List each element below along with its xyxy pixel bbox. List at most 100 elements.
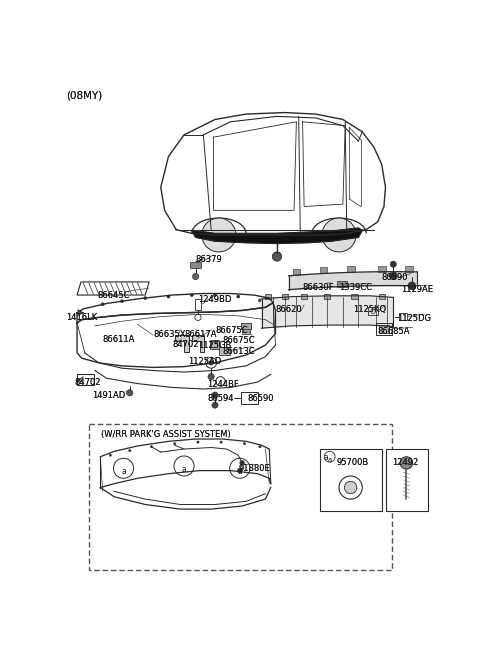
Circle shape <box>167 295 170 298</box>
Text: 1125AD: 1125AD <box>188 357 221 366</box>
Bar <box>240 323 252 329</box>
Text: 86635X: 86635X <box>153 330 185 339</box>
Text: 86630F: 86630F <box>302 283 334 293</box>
Circle shape <box>101 303 104 306</box>
Text: (08MY): (08MY) <box>66 90 102 100</box>
Bar <box>219 348 230 355</box>
Text: 86594: 86594 <box>207 394 234 402</box>
Text: 86594: 86594 <box>207 394 234 402</box>
Bar <box>211 341 217 348</box>
Circle shape <box>240 461 244 465</box>
Circle shape <box>238 468 242 473</box>
Text: 86617A: 86617A <box>184 330 216 339</box>
Circle shape <box>237 295 240 298</box>
Bar <box>379 293 385 299</box>
Text: 95700B: 95700B <box>336 458 369 467</box>
Text: 86590: 86590 <box>382 273 408 283</box>
Bar <box>282 293 288 299</box>
Text: 86617A: 86617A <box>184 330 216 339</box>
Text: 86630F: 86630F <box>302 283 334 293</box>
Bar <box>378 265 385 271</box>
Circle shape <box>192 273 199 279</box>
Bar <box>369 307 378 315</box>
Text: 86379: 86379 <box>196 255 222 264</box>
Bar <box>210 340 219 349</box>
Circle shape <box>190 293 193 297</box>
Bar <box>190 262 201 268</box>
Text: 1129AE: 1129AE <box>401 285 433 294</box>
Circle shape <box>120 300 123 303</box>
Polygon shape <box>192 335 204 352</box>
Text: 1244BF: 1244BF <box>207 380 239 389</box>
Circle shape <box>214 293 216 297</box>
Bar <box>240 392 258 404</box>
Circle shape <box>220 441 222 444</box>
Text: 12492: 12492 <box>392 458 418 467</box>
Polygon shape <box>192 228 362 244</box>
Text: 95700B: 95700B <box>336 458 369 467</box>
Text: 1339CC: 1339CC <box>339 283 372 293</box>
Bar <box>399 312 407 320</box>
Bar <box>351 293 358 299</box>
Circle shape <box>258 299 262 302</box>
Text: 1125KQ: 1125KQ <box>353 305 386 314</box>
Bar <box>264 293 271 299</box>
Text: a: a <box>327 457 332 463</box>
Text: 1416LK: 1416LK <box>66 312 97 322</box>
Text: 1249BD: 1249BD <box>198 295 231 304</box>
Bar <box>320 449 382 510</box>
Polygon shape <box>262 296 393 328</box>
Text: 86620: 86620 <box>276 305 302 314</box>
Text: 1491AD: 1491AD <box>93 391 126 401</box>
Text: 86675C: 86675C <box>215 326 248 335</box>
Bar <box>77 374 94 385</box>
Text: 86590: 86590 <box>248 394 274 402</box>
Bar <box>379 325 389 333</box>
Circle shape <box>408 282 416 290</box>
Text: 84702: 84702 <box>74 378 100 387</box>
Circle shape <box>150 446 153 448</box>
Circle shape <box>109 454 111 456</box>
Circle shape <box>345 481 357 494</box>
Circle shape <box>144 297 147 300</box>
Text: 91880E: 91880E <box>238 465 270 473</box>
Circle shape <box>174 442 176 445</box>
Text: 86379: 86379 <box>196 255 222 264</box>
Text: 12492: 12492 <box>392 458 418 467</box>
Bar <box>301 293 307 299</box>
Circle shape <box>202 218 236 252</box>
Bar <box>405 265 413 272</box>
Bar <box>292 269 300 275</box>
Text: 86635X: 86635X <box>153 330 185 339</box>
Text: 1125DG: 1125DG <box>397 314 431 323</box>
Text: 86590: 86590 <box>382 273 408 283</box>
Text: 86685A: 86685A <box>378 328 410 336</box>
Text: 91880E: 91880E <box>238 465 270 473</box>
Text: a: a <box>324 453 328 462</box>
Circle shape <box>208 373 214 380</box>
Text: 86613C: 86613C <box>223 347 255 355</box>
Text: a: a <box>238 467 242 476</box>
Text: 86675C: 86675C <box>223 336 255 345</box>
Bar <box>320 267 327 273</box>
Bar <box>385 449 428 510</box>
Text: 1491AD: 1491AD <box>93 391 126 401</box>
Text: 84702: 84702 <box>74 378 100 387</box>
Text: 86613C: 86613C <box>223 347 255 355</box>
Text: 86645C: 86645C <box>97 291 130 300</box>
Text: 1244BF: 1244BF <box>207 380 239 389</box>
Text: 86685A: 86685A <box>378 328 410 336</box>
Bar <box>324 293 330 299</box>
Circle shape <box>322 218 356 252</box>
Circle shape <box>212 392 218 399</box>
Text: 1125GB: 1125GB <box>198 341 231 350</box>
Text: 86611A: 86611A <box>103 335 135 344</box>
Circle shape <box>129 449 131 451</box>
Text: 1339CC: 1339CC <box>339 283 372 293</box>
Circle shape <box>212 402 218 408</box>
Circle shape <box>272 252 282 261</box>
Circle shape <box>243 442 246 445</box>
Circle shape <box>209 361 214 365</box>
Text: a: a <box>121 467 126 476</box>
Polygon shape <box>175 335 189 352</box>
